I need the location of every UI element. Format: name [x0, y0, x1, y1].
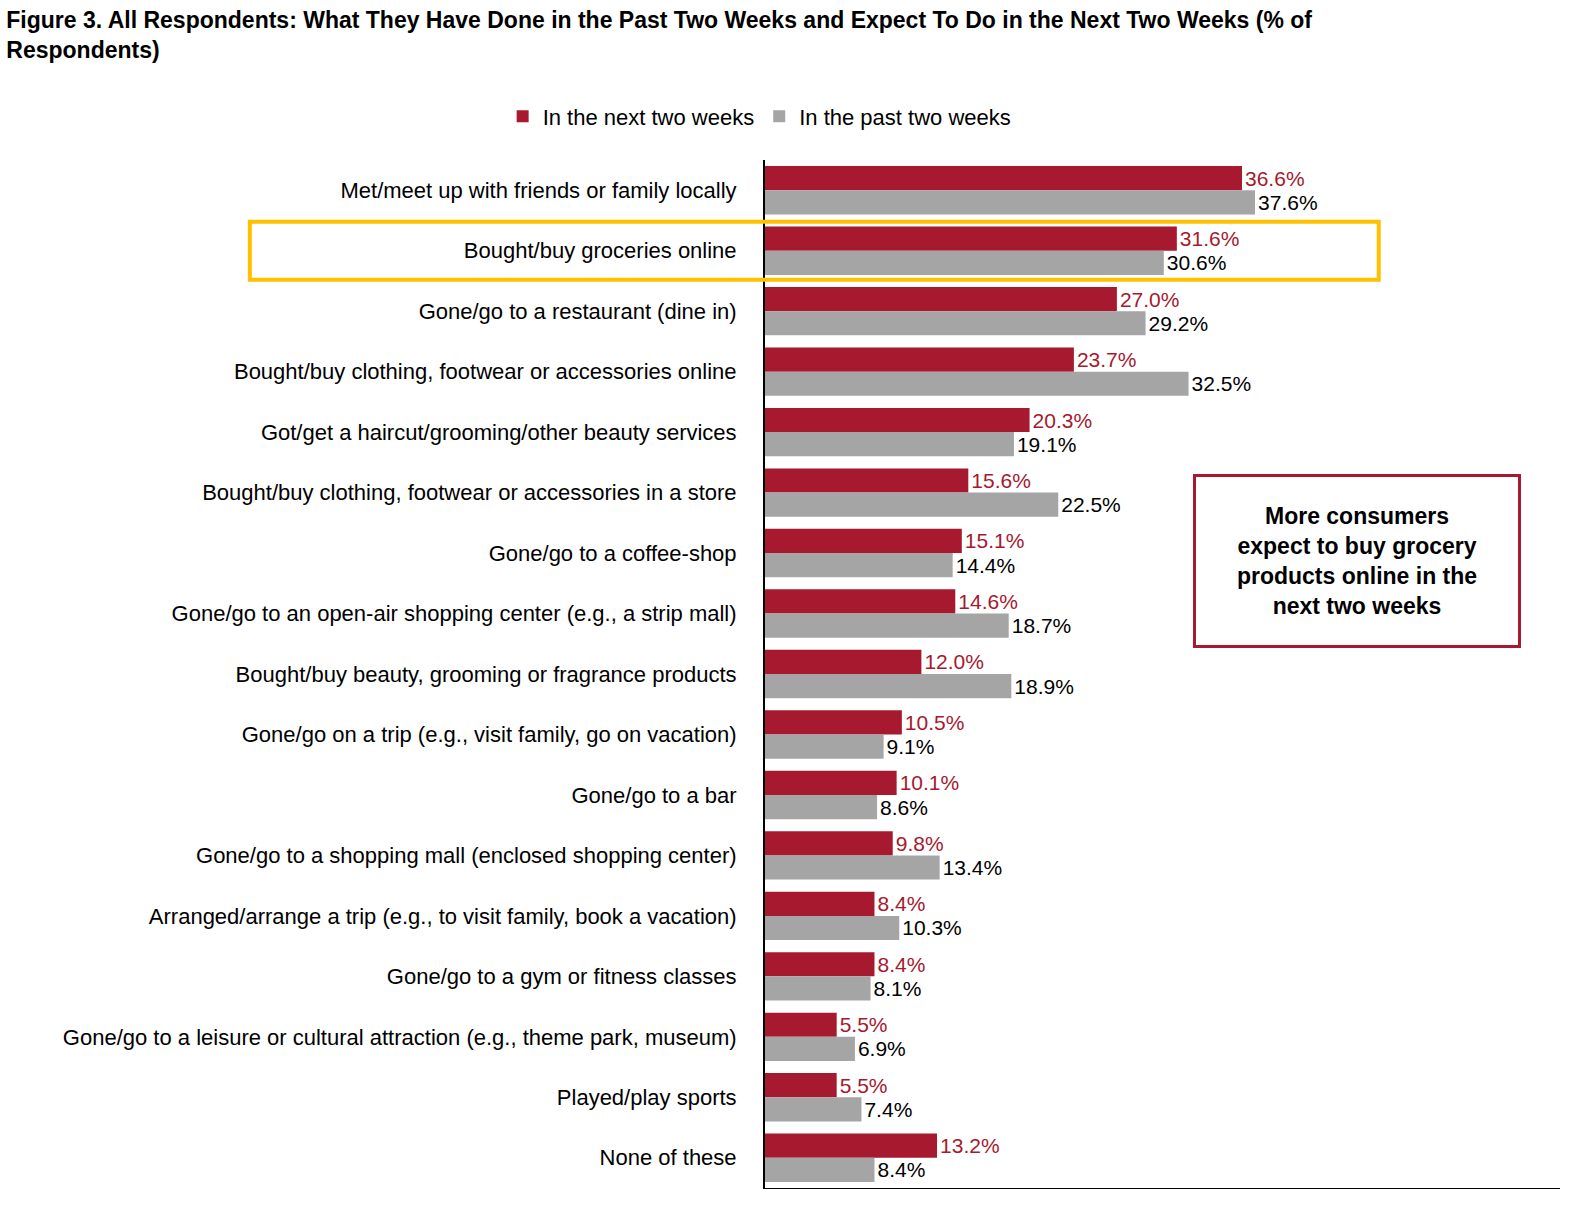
svg-text:Gone/go to a shopping mall (en: Gone/go to a shopping mall (enclosed sho…	[196, 843, 737, 868]
svg-text:22.5%: 22.5%	[1061, 493, 1121, 516]
svg-text:19.1%: 19.1%	[1017, 433, 1077, 456]
svg-text:5.5%: 5.5%	[840, 1074, 888, 1097]
svg-text:9.1%: 9.1%	[887, 735, 935, 758]
svg-text:27.0%: 27.0%	[1120, 288, 1180, 311]
svg-text:Gone/go on a trip (e.g., visit: Gone/go on a trip (e.g., visit family, g…	[242, 722, 737, 747]
svg-text:8.4%: 8.4%	[877, 953, 925, 976]
svg-text:Gone/go to a coffee-shop: Gone/go to a coffee-shop	[489, 541, 737, 566]
svg-text:8.6%: 8.6%	[880, 796, 928, 819]
svg-text:Bought/buy groceries online: Bought/buy groceries online	[464, 238, 737, 263]
svg-text:9.8%: 9.8%	[896, 832, 944, 855]
svg-text:Met/meet up with friends or fa: Met/meet up with friends or family local…	[340, 178, 736, 203]
svg-text:More consumersexpect to buy gr: More consumersexpect to buy groceryprodu…	[1237, 503, 1477, 619]
svg-text:20.3%: 20.3%	[1033, 409, 1093, 432]
svg-text:Gone/go to a restaurant (dine: Gone/go to a restaurant (dine in)	[419, 299, 737, 324]
svg-text:Gone/go to a gym or fitness cl: Gone/go to a gym or fitness classes	[387, 964, 737, 989]
svg-text:13.4%: 13.4%	[943, 856, 1003, 879]
svg-text:Bought/buy beauty, grooming or: Bought/buy beauty, grooming or fragrance…	[236, 662, 737, 687]
svg-text:10.1%: 10.1%	[900, 771, 960, 794]
svg-text:Bought/buy clothing, footwear: Bought/buy clothing, footwear or accesso…	[202, 480, 736, 505]
svg-text:None of these: None of these	[600, 1145, 737, 1170]
svg-text:In the next two weeks: In the next two weeks	[543, 105, 755, 130]
svg-text:6.9%: 6.9%	[858, 1037, 906, 1060]
svg-text:8.4%: 8.4%	[877, 1158, 925, 1181]
svg-text:Figure 3. All Respondents: Wha: Figure 3. All Respondents: What They Hav…	[6, 7, 1312, 63]
svg-text:14.4%: 14.4%	[956, 554, 1016, 577]
svg-text:37.6%: 37.6%	[1258, 191, 1318, 214]
svg-text:31.6%: 31.6%	[1180, 227, 1240, 250]
svg-text:15.1%: 15.1%	[965, 529, 1025, 552]
svg-text:36.6%: 36.6%	[1245, 167, 1305, 190]
svg-text:29.2%: 29.2%	[1149, 312, 1209, 335]
svg-text:10.3%: 10.3%	[902, 916, 962, 939]
svg-text:Gone/go to a bar: Gone/go to a bar	[571, 783, 736, 808]
svg-text:12.0%: 12.0%	[924, 650, 984, 673]
svg-text:18.7%: 18.7%	[1012, 614, 1072, 637]
svg-text:8.4%: 8.4%	[877, 892, 925, 915]
svg-text:10.5%: 10.5%	[905, 711, 965, 734]
svg-text:Gone/go to an open-air shoppin: Gone/go to an open-air shopping center (…	[172, 601, 737, 626]
svg-text:5.5%: 5.5%	[840, 1013, 888, 1036]
svg-text:30.6%: 30.6%	[1167, 251, 1227, 274]
svg-text:14.6%: 14.6%	[958, 590, 1018, 613]
svg-text:13.2%: 13.2%	[940, 1134, 1000, 1157]
svg-text:Got/get a haircut/grooming/oth: Got/get a haircut/grooming/other beauty …	[261, 420, 737, 445]
svg-text:Arranged/arrange a trip (e.g.,: Arranged/arrange a trip (e.g., to visit …	[149, 904, 737, 929]
svg-text:Gone/go to a leisure or cultur: Gone/go to a leisure or cultural attract…	[63, 1025, 737, 1050]
svg-text:Bought/buy clothing, footwear: Bought/buy clothing, footwear or accesso…	[234, 359, 737, 384]
svg-text:8.1%: 8.1%	[874, 977, 922, 1000]
svg-text:23.7%: 23.7%	[1077, 348, 1137, 371]
svg-text:32.5%: 32.5%	[1192, 372, 1252, 395]
svg-text:In the past two weeks: In the past two weeks	[799, 105, 1011, 130]
svg-text:15.6%: 15.6%	[971, 469, 1031, 492]
svg-text:Played/play sports: Played/play sports	[557, 1085, 737, 1110]
svg-text:18.9%: 18.9%	[1014, 675, 1074, 698]
svg-text:7.4%: 7.4%	[864, 1098, 912, 1121]
